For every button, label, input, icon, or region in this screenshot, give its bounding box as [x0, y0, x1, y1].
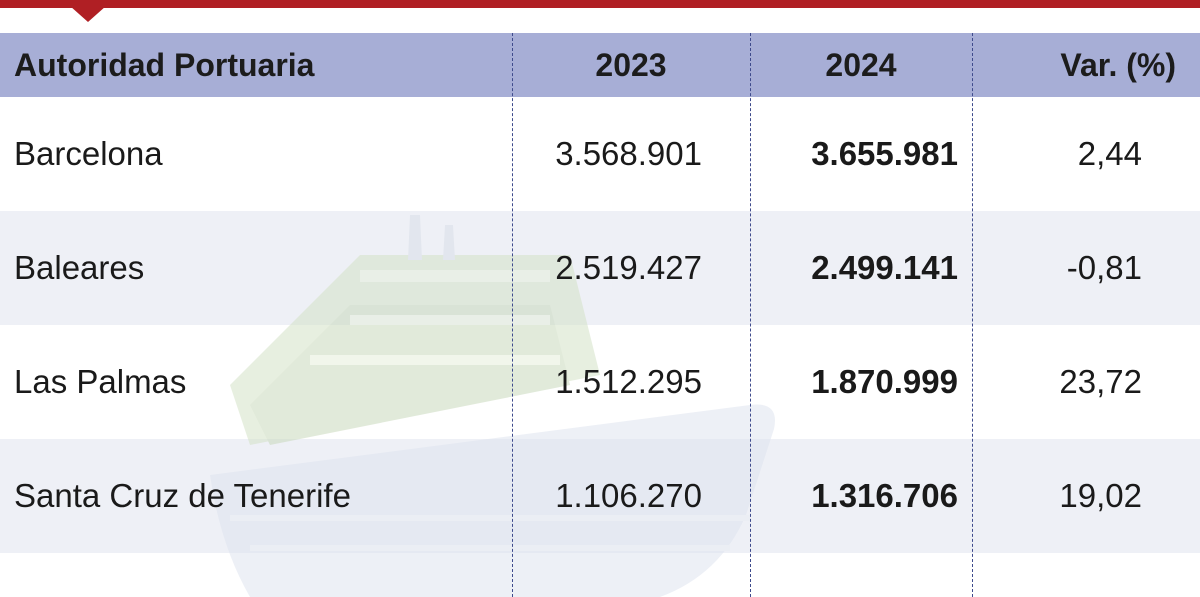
cruise-ship-icon	[210, 215, 775, 597]
value-variation: 19,02	[1059, 477, 1142, 514]
value-2023: 2.519.427	[555, 249, 702, 286]
value-variation: -0,81	[1066, 249, 1142, 286]
value-2023: 1.106.270	[555, 477, 702, 514]
column-divider	[972, 33, 973, 597]
value-2024: 1.316.706	[811, 477, 958, 514]
port-traffic-table: Autoridad Portuaria 2023 2024 Var. (%) B…	[0, 33, 1200, 553]
top-accent-bar	[0, 0, 1200, 8]
port-name: Baleares	[14, 249, 145, 286]
column-header-variation: Var. (%)	[1060, 46, 1176, 83]
table-row: Barcelona 3.568.901 3.655.981 2,44	[0, 97, 1200, 211]
value-variation: 2,44	[1077, 135, 1142, 172]
value-2023: 1.512.295	[555, 363, 702, 400]
value-2023: 3.568.901	[555, 135, 702, 172]
column-divider	[750, 33, 751, 597]
port-name: Las Palmas	[14, 363, 187, 400]
column-divider	[512, 33, 513, 597]
value-2024: 2.499.141	[811, 249, 958, 286]
column-header-2024: 2024	[825, 46, 897, 83]
value-2024: 1.870.999	[811, 363, 958, 400]
port-name: Barcelona	[14, 135, 163, 172]
column-header-2023: 2023	[595, 46, 667, 83]
table-row: Santa Cruz de Tenerife 1.106.270 1.316.7…	[0, 439, 1200, 553]
value-variation: 23,72	[1059, 363, 1142, 400]
table-header-row: Autoridad Portuaria 2023 2024 Var. (%)	[0, 33, 1200, 97]
top-accent-notch	[70, 6, 106, 22]
column-header-port: Autoridad Portuaria	[14, 46, 315, 83]
port-name: Santa Cruz de Tenerife	[14, 477, 351, 514]
value-2024: 3.655.981	[811, 135, 958, 172]
table-row: Baleares 2.519.427 2.499.141 -0,81	[0, 211, 1200, 325]
table-row: Las Palmas 1.512.295 1.870.999 23,72	[0, 325, 1200, 439]
